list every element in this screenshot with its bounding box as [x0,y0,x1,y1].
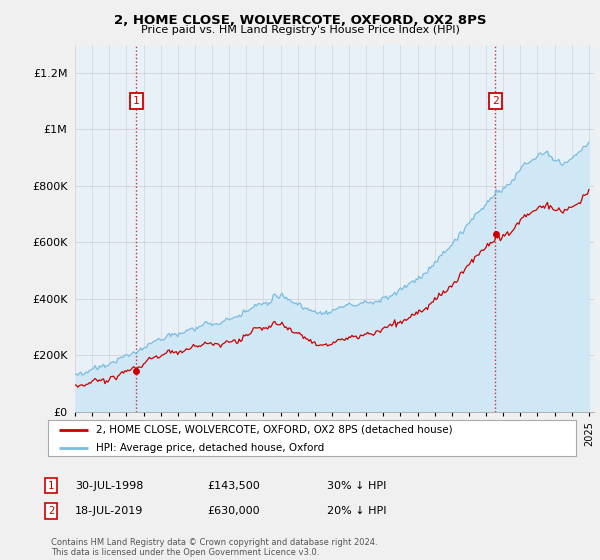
Text: £630,000: £630,000 [207,506,260,516]
Text: Price paid vs. HM Land Registry's House Price Index (HPI): Price paid vs. HM Land Registry's House … [140,25,460,35]
Text: 1: 1 [133,96,140,106]
Text: 30% ↓ HPI: 30% ↓ HPI [327,480,386,491]
Text: £143,500: £143,500 [207,480,260,491]
Text: 2, HOME CLOSE, WOLVERCOTE, OXFORD, OX2 8PS: 2, HOME CLOSE, WOLVERCOTE, OXFORD, OX2 8… [114,14,486,27]
Text: 18-JUL-2019: 18-JUL-2019 [75,506,143,516]
Text: HPI: Average price, detached house, Oxford: HPI: Average price, detached house, Oxfo… [95,444,324,454]
Text: 2: 2 [492,96,499,106]
Text: 2: 2 [48,506,54,516]
Text: 1: 1 [48,480,54,491]
Text: 2, HOME CLOSE, WOLVERCOTE, OXFORD, OX2 8PS (detached house): 2, HOME CLOSE, WOLVERCOTE, OXFORD, OX2 8… [95,425,452,435]
Text: Contains HM Land Registry data © Crown copyright and database right 2024.
This d: Contains HM Land Registry data © Crown c… [51,538,377,557]
Text: 30-JUL-1998: 30-JUL-1998 [75,480,143,491]
Text: 20% ↓ HPI: 20% ↓ HPI [327,506,386,516]
